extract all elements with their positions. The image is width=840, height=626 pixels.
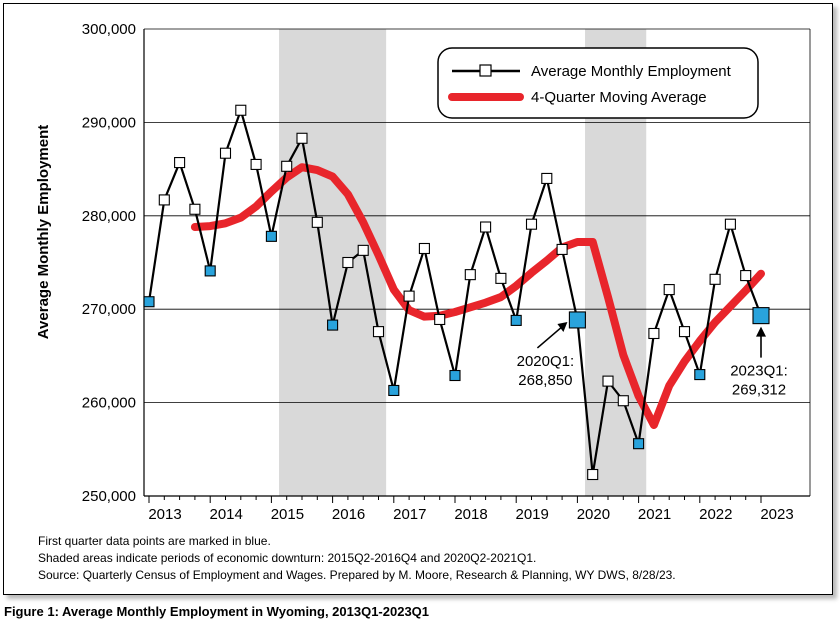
annotation-2020q1-label: 2020Q1:	[517, 353, 575, 370]
y-tick-label: 280,000	[82, 208, 136, 225]
x-tick-labels: 2013 2014 2015 2016 2017 2018 2019 2020 2021 2022…	[148, 496, 794, 523]
y-axis-label: Average Monthly Employment	[35, 125, 52, 339]
point-marker	[464, 269, 476, 281]
y-tick-labels: 250,000 260,000 270,000 280,000 290,000 300,0…	[82, 21, 136, 505]
annotation-2020q1-value: 268,850	[518, 372, 572, 389]
point-marker	[235, 104, 247, 116]
point-marker	[541, 172, 553, 184]
x-tick-label: 2019	[516, 506, 549, 523]
point-marker	[403, 290, 415, 302]
axes	[143, 29, 811, 497]
x-tick-label: 2017	[393, 506, 426, 523]
annotation-arrowhead-2020q1	[557, 321, 568, 332]
point-marker	[617, 395, 629, 407]
point-marker	[174, 157, 186, 169]
y-tick-label: 300,000	[82, 21, 136, 38]
point-marker	[602, 375, 614, 387]
x-tick-label: 2023	[760, 506, 793, 523]
x-tick-label: 2022	[699, 506, 732, 523]
point-marker	[311, 216, 323, 228]
point-marker	[296, 132, 308, 144]
y-tick-label: 260,000	[82, 395, 136, 412]
moving-average-line	[190, 163, 765, 430]
legend: Average Monthly Employment 4-Quarter Mov…	[437, 47, 759, 119]
q1-point-marker	[752, 307, 770, 325]
note-first-quarter: First quarter data points are marked in …	[38, 534, 271, 548]
point-marker	[418, 242, 430, 255]
point-marker	[480, 221, 492, 233]
point-marker	[434, 313, 446, 326]
series-moving-average	[190, 163, 765, 430]
point-marker	[556, 243, 568, 255]
x-tick-label: 2021	[638, 506, 671, 523]
point-marker	[724, 218, 736, 230]
q1-point-marker	[265, 230, 277, 242]
chart: 250,000 260,000 270,000 280,000 290,000 300,0…	[35, 21, 811, 523]
point-marker	[663, 284, 675, 296]
point-marker	[678, 326, 691, 338]
point-marker	[587, 468, 599, 481]
x-tick-label: 2018	[454, 506, 487, 523]
figure-frame: 250,000 260,000 270,000 280,000 290,000 300,0…	[3, 3, 833, 595]
legend-marker-square	[479, 64, 492, 77]
point-marker	[342, 256, 354, 269]
q1-point-marker	[510, 314, 522, 326]
point-marker	[648, 327, 660, 340]
point-marker	[158, 194, 170, 206]
x-tick-label: 2013	[148, 506, 181, 523]
q1-point-marker	[327, 319, 339, 331]
series-employment	[143, 104, 770, 481]
point-marker	[250, 158, 262, 170]
x-tick-label: 2016	[332, 506, 365, 523]
q1-point-marker	[694, 369, 706, 381]
point-marker	[357, 244, 369, 256]
x-tick-label: 2020	[577, 506, 610, 523]
legend-box	[437, 47, 759, 119]
annotation-arrowhead-2023q1	[756, 326, 766, 337]
x-tick-label: 2015	[271, 506, 304, 523]
point-marker	[525, 218, 538, 230]
point-marker	[372, 326, 385, 338]
y-tick-label: 290,000	[82, 114, 136, 131]
gridlines	[144, 28, 810, 404]
y-tick-label: 250,000	[82, 488, 136, 505]
annotations: 2020Q1: 268,850 2023Q1: 269,312	[517, 321, 788, 399]
note-shaded-areas: Shaded areas indicate periods of economi…	[38, 551, 537, 565]
point-marker	[740, 270, 752, 282]
point-marker	[281, 160, 293, 172]
q1-point-marker	[633, 438, 645, 450]
point-marker	[189, 203, 201, 215]
note-source: Source: Quarterly Census of Employment a…	[38, 568, 676, 582]
annotation-2023q1-value: 269,312	[732, 382, 786, 399]
q1-point-marker	[143, 296, 155, 308]
y-tick-label: 270,000	[82, 301, 136, 318]
shaded-period-0	[279, 29, 387, 496]
q1-point-marker	[449, 369, 461, 382]
figure-caption: Figure 1: Average Monthly Employment in …	[4, 604, 430, 619]
point-marker	[219, 147, 232, 159]
point-marker	[709, 273, 721, 285]
legend-label-employment: Average Monthly Employment	[531, 63, 732, 80]
legend-label-moving-average: 4-Quarter Moving Average	[531, 89, 707, 106]
annotation-2023q1-label: 2023Q1:	[730, 363, 788, 380]
x-tick-label: 2014	[210, 506, 243, 523]
q1-point-marker	[568, 311, 586, 329]
q1-point-marker	[204, 265, 216, 277]
q1-point-marker	[388, 384, 400, 397]
point-marker	[495, 272, 507, 284]
